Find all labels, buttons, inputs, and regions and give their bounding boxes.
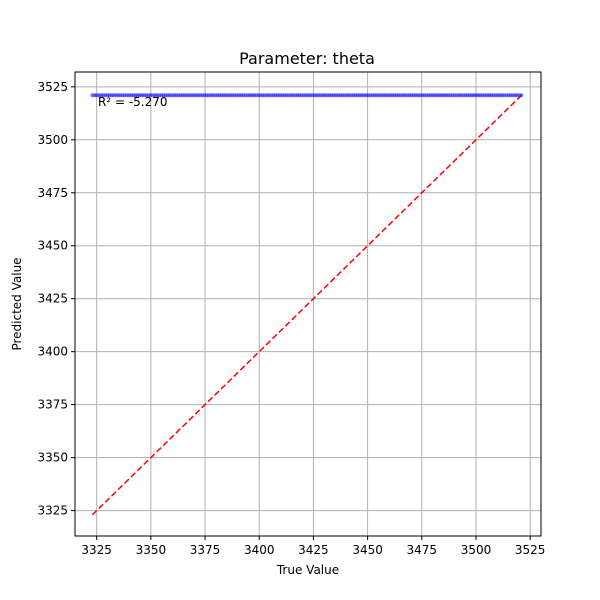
x-axis-label: True Value — [276, 563, 339, 577]
y-tick-label-0: 3325 — [37, 504, 68, 518]
x-tick-label-2: 3375 — [190, 543, 221, 557]
grid — [75, 72, 541, 536]
y-tick-label-6: 3475 — [37, 186, 68, 200]
x-tick-label-3: 3400 — [244, 543, 275, 557]
x-tick-label-7: 3500 — [461, 543, 492, 557]
scatter-point — [519, 93, 524, 98]
x-tick-label-0: 3325 — [81, 543, 112, 557]
y-tick-label-8: 3525 — [37, 80, 68, 94]
y-tick-label-2: 3375 — [37, 398, 68, 412]
x-tick-label-5: 3450 — [352, 543, 383, 557]
x-tick-label-4: 3425 — [298, 543, 329, 557]
y-axis-label: Predicted Value — [10, 257, 24, 350]
y-tick-label-1: 3350 — [37, 451, 68, 465]
x-axis-ticks: 3325 3350 3375 3400 3425 3450 3475 3500 3525 — [81, 536, 545, 557]
y-axis-ticks: 3325 3350 3375 3400 3425 3450 3475 3500 3525 — [37, 80, 75, 518]
plot-frame — [74, 71, 542, 537]
reference-line — [91, 94, 523, 516]
y-tick-label-3: 3400 — [37, 345, 68, 359]
x-tick-label-8: 3525 — [515, 543, 546, 557]
y-tick-label-4: 3425 — [37, 292, 68, 306]
r-squared-annotation: R² = -5.270 — [98, 95, 168, 109]
reference-line-group — [91, 94, 523, 516]
x-tick-label-1: 3350 — [136, 543, 167, 557]
chart-title: Parameter: theta — [239, 49, 375, 68]
x-tick-label-6: 3475 — [407, 543, 438, 557]
scatter-points — [90, 93, 524, 98]
y-tick-label-7: 3500 — [37, 133, 68, 147]
y-tick-label-5: 3450 — [37, 239, 68, 253]
